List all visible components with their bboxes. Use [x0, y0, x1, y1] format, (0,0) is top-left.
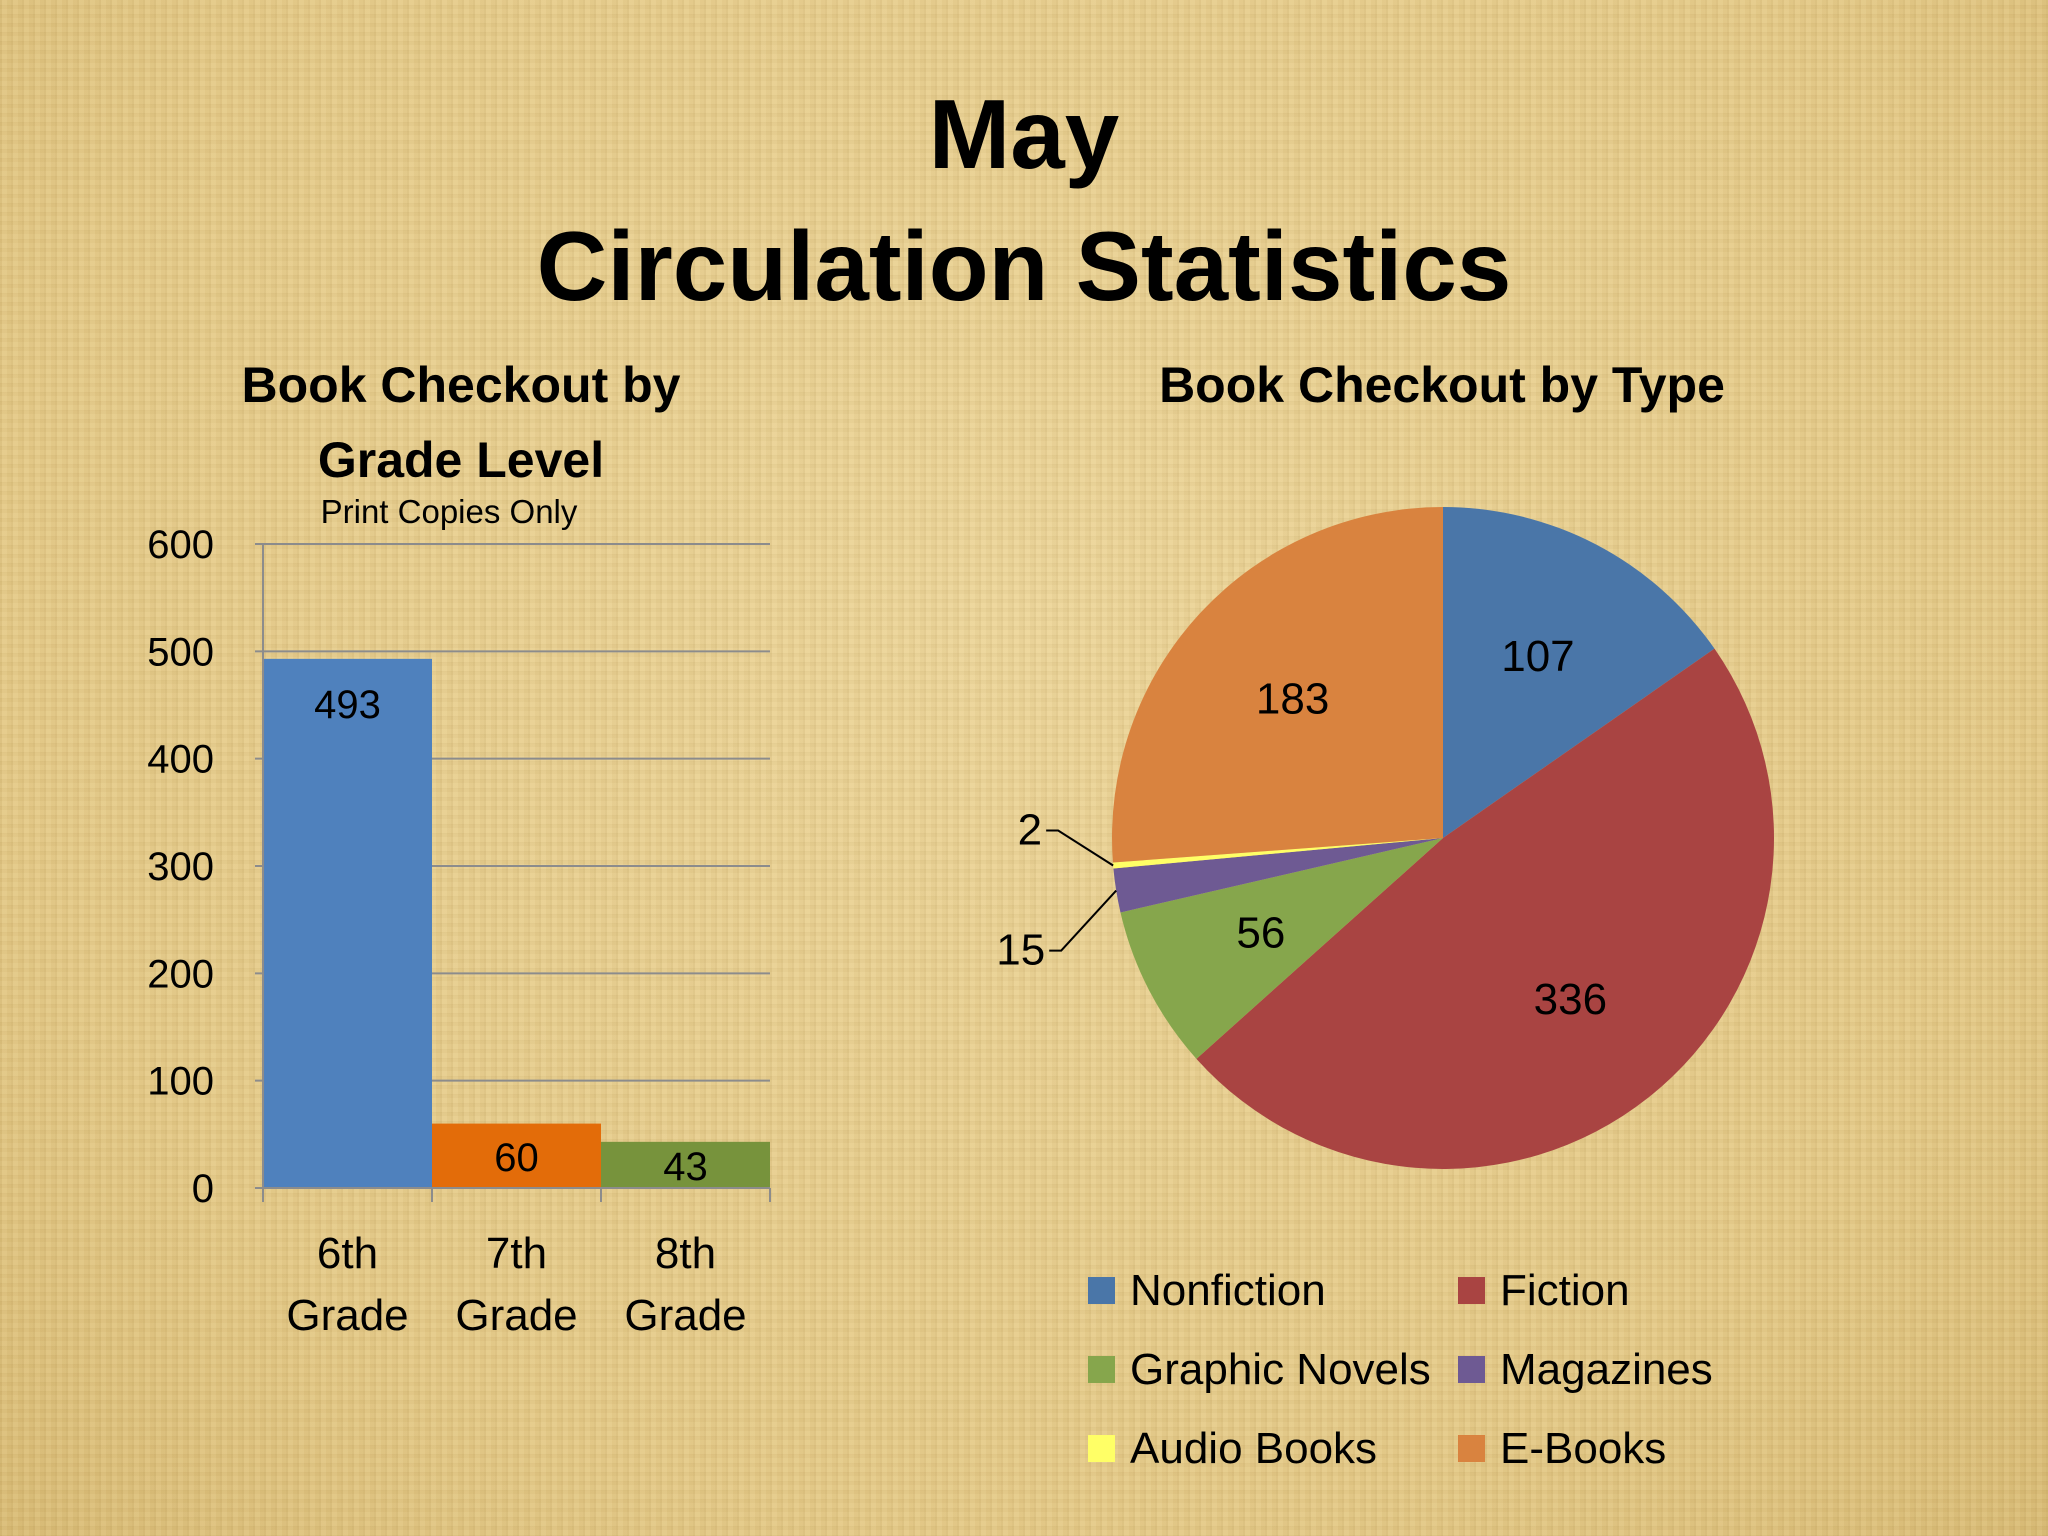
legend-label: Graphic Novels — [1130, 1345, 1431, 1394]
bar — [601, 1141, 770, 1188]
legend-swatch — [1458, 1435, 1485, 1462]
y-tick-label: 100 — [147, 1060, 214, 1104]
legend-swatch — [1088, 1356, 1115, 1383]
pie-data-label: 183 — [1256, 674, 1329, 723]
pie-data-label: 336 — [1534, 975, 1607, 1024]
x-tick-label-line2: Grade — [455, 1291, 577, 1340]
pie-slice — [1112, 838, 1443, 869]
legend-swatch — [1458, 1356, 1485, 1383]
pie-slice — [1112, 507, 1443, 863]
bar-chart-title-line2: Grade Level — [318, 432, 604, 488]
slide-title: May Circulation Statistics — [0, 68, 2048, 332]
legend-label: E-Books — [1500, 1424, 1666, 1473]
y-tick-label: 0 — [192, 1167, 214, 1211]
x-tick-label-line1: 7th — [486, 1229, 547, 1278]
bar-chart-subtitle: Print Copies Only — [321, 493, 578, 530]
legend-swatch — [1088, 1435, 1115, 1462]
legend-label: Magazines — [1500, 1345, 1713, 1394]
bar-data-label: 43 — [663, 1145, 708, 1189]
bar-chart-title-line1: Book Checkout by — [242, 357, 681, 413]
bar — [432, 1123, 601, 1188]
pie-leader-line — [1046, 829, 1114, 867]
legend-label: Nonfiction — [1130, 1266, 1326, 1315]
bar-data-label: 60 — [494, 1136, 539, 1180]
bar-data-label: 493 — [314, 683, 381, 727]
slide-title-line2: Circulation Statistics — [536, 211, 1512, 321]
pie-data-label: 56 — [1236, 909, 1285, 958]
pie-leader-line — [1049, 889, 1117, 952]
pie-slice — [1196, 648, 1774, 1169]
pie-data-label: 107 — [1501, 632, 1574, 681]
pie-slice — [1120, 838, 1443, 1059]
y-tick-label: 500 — [147, 630, 214, 674]
legend-swatch — [1088, 1277, 1115, 1304]
bar — [263, 658, 432, 1188]
x-tick-label-line2: Grade — [286, 1291, 408, 1340]
x-tick-label-line1: 8th — [655, 1229, 716, 1278]
y-tick-label: 200 — [147, 952, 214, 996]
y-tick-label: 600 — [147, 523, 214, 567]
pie-slice — [1113, 838, 1443, 913]
legend-swatch — [1458, 1277, 1485, 1304]
pie-chart-title: Book Checkout by Type — [1159, 357, 1725, 413]
pie-data-label: 2 — [1018, 805, 1042, 854]
x-tick-label-line2: Grade — [624, 1291, 746, 1340]
bar-chart: Book Checkout by Grade Level Print Copie… — [147, 357, 771, 1340]
pie-chart: Book Checkout by Type 107 336 56 15 2 183 Non… — [996, 357, 1774, 1473]
pie-data-label: 15 — [996, 926, 1045, 975]
slide-title-line1: May — [928, 79, 1120, 189]
x-tick-label-line1: 6th — [317, 1229, 378, 1278]
y-tick-label: 300 — [147, 845, 214, 889]
legend-label: Fiction — [1500, 1266, 1630, 1315]
y-tick-label: 400 — [147, 738, 214, 782]
legend-label: Audio Books — [1130, 1424, 1377, 1473]
pie-slice — [1443, 507, 1715, 838]
